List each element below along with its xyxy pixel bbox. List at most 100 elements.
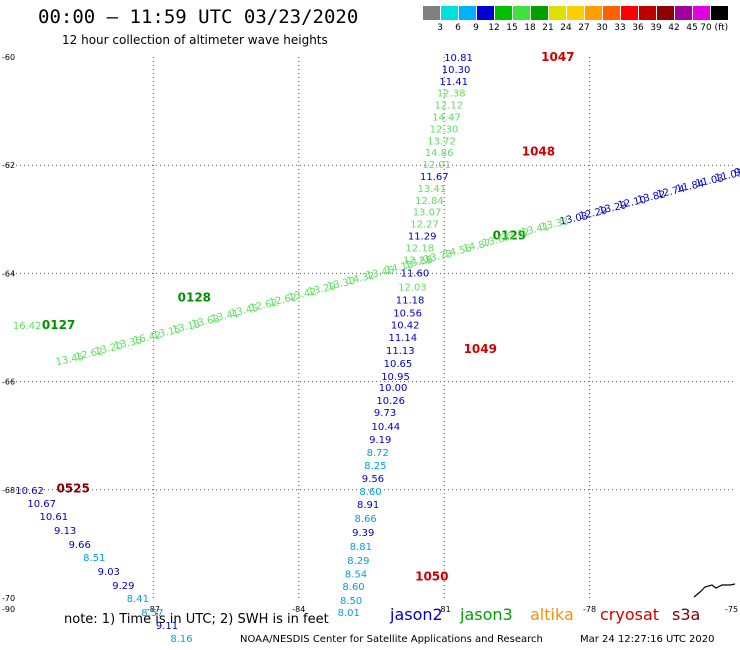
lat-tick-label: -64 xyxy=(2,269,15,278)
track-label: 8.72 xyxy=(367,448,389,459)
colorbar-swatch xyxy=(657,6,674,20)
track-point-label: 13.45 xyxy=(55,352,85,369)
track-label: 1048 xyxy=(522,145,555,159)
colorbar-swatch xyxy=(549,6,566,20)
track-label: 11.13 xyxy=(386,346,415,357)
colorbar-labels: 3 6 9 12 15 18 21 24 27 30 33 36 39 42 45 70 (ft) xyxy=(423,23,740,35)
track-label: 8.16 xyxy=(170,634,192,645)
colorbar-swatch xyxy=(585,6,602,20)
colorbar-swatch xyxy=(459,6,476,20)
lon-tick-label: -90 xyxy=(2,605,15,614)
colorbar-label: 3 xyxy=(437,23,443,33)
colorbar-label: 70 (ft) xyxy=(700,23,729,33)
colorbar-label: 18 xyxy=(524,23,536,33)
lon-tick-label: -78 xyxy=(583,605,596,614)
lon-tick-label: -75 xyxy=(725,605,738,614)
colorbar-swatch xyxy=(441,6,458,20)
track-label: 10.65 xyxy=(384,359,413,370)
track-label: 8.50 xyxy=(340,596,362,607)
track-label: 10.42 xyxy=(391,320,420,331)
track-label: 8.60 xyxy=(342,582,364,593)
track-label: 13.07 xyxy=(413,208,442,219)
lon-tick-label: -84 xyxy=(292,605,305,614)
track-label: 12.12 xyxy=(435,101,464,112)
page-title: 00:00 – 11:59 UTC 03/23/2020 xyxy=(38,6,359,28)
lon-tick-label: -81 xyxy=(438,605,451,614)
track-point-label: 9.89 xyxy=(733,164,740,179)
track-label: 10.95 xyxy=(381,372,410,383)
track-label: 8.25 xyxy=(364,461,386,472)
colorbar-swatch xyxy=(693,6,710,20)
track-label: 0128 xyxy=(178,291,211,305)
track-label: 14.86 xyxy=(425,148,454,159)
track-label: 12.01 xyxy=(422,160,451,171)
track-label: 10.56 xyxy=(393,308,422,319)
lat-tick-label: -62 xyxy=(2,161,15,170)
colorbar-swatch xyxy=(675,6,692,20)
colorbar-swatch xyxy=(513,6,530,20)
colorbar-label: 15 xyxy=(506,23,518,33)
track-label: 13.72 xyxy=(427,136,456,147)
track-label: 9.73 xyxy=(374,408,396,419)
track-label: 11.29 xyxy=(408,232,437,243)
track-label: 0129 xyxy=(493,229,526,243)
lat-tick-label: -66 xyxy=(2,378,15,387)
track-label: 10.62 xyxy=(15,486,44,497)
track-label: 10.26 xyxy=(376,396,405,407)
track-label: 1049 xyxy=(464,342,497,356)
colorbar-swatch xyxy=(639,6,656,20)
track-label: 13.41 xyxy=(418,184,447,195)
colorbar-label: 30 xyxy=(596,23,608,33)
colorbar-swatch xyxy=(477,6,494,20)
track-label: 8.91 xyxy=(357,500,379,511)
legend-cryosat: cryosat xyxy=(600,605,660,624)
track-label: 0127 xyxy=(42,318,75,332)
lat-tick-label: -68 xyxy=(2,486,15,495)
track-label: 9.19 xyxy=(369,435,391,446)
map-tick-labels: -90 -87 -84 -81 -78 -75 -60 -62 -64 -66 -68 -70 xyxy=(2,53,738,614)
colorbar-label: 36 xyxy=(632,23,644,33)
colorbar-label: 24 xyxy=(560,23,572,33)
track-label: 8.54 xyxy=(345,570,367,581)
colorbar-swatch xyxy=(711,6,728,20)
colorbar-label: 6 xyxy=(455,23,461,33)
track-label: 8.51 xyxy=(83,553,105,564)
legend-jason3: jason3 xyxy=(460,605,513,624)
track-label: 8.57 xyxy=(141,608,163,619)
track-label: 12.25 xyxy=(403,255,432,266)
track-label: 0525 xyxy=(56,482,89,496)
track-label: 9.13 xyxy=(54,526,76,537)
track-label: 10.00 xyxy=(379,383,408,394)
track-label: 9.39 xyxy=(352,528,374,539)
track-label: 8.41 xyxy=(127,594,149,605)
track-label: 11.18 xyxy=(396,295,425,306)
track-label: 9.03 xyxy=(98,567,120,578)
lat-tick-label: -70 xyxy=(2,594,15,603)
colorbar-swatch xyxy=(603,6,620,20)
track-label: 9.56 xyxy=(362,474,384,485)
track-label: 12.27 xyxy=(410,220,439,231)
track-label: 10.81 xyxy=(444,53,473,64)
track-label: 11.14 xyxy=(388,333,417,344)
track-label: 10.67 xyxy=(27,499,56,510)
track-label: 11.60 xyxy=(401,268,430,279)
track-label: 8.81 xyxy=(350,542,372,553)
track-label: 10.44 xyxy=(372,422,401,433)
colorbar-swatch xyxy=(423,6,440,20)
colorbar-swatch xyxy=(621,6,638,20)
track-label: 11.67 xyxy=(420,172,449,183)
track-label: 10.30 xyxy=(442,65,471,76)
legend-jason2: jason2 xyxy=(390,605,443,624)
colorbar-swatch xyxy=(495,6,512,20)
colorbar-swatch xyxy=(567,6,584,20)
track-label: 14.47 xyxy=(432,113,461,124)
page-subtitle: 12 hour collection of altimeter wave hei… xyxy=(62,33,328,47)
footnote: note: 1) Time is in UTC; 2) SWH is in fe… xyxy=(64,612,329,627)
colorbar-label: 33 xyxy=(614,23,626,33)
legend-s3a: s3a xyxy=(672,605,701,624)
track-label: 1047 xyxy=(541,50,574,64)
colorbar-label: 21 xyxy=(542,23,554,33)
track-labels: 10.8110.3011.4112.3812.1214.4712.3013.72… xyxy=(13,50,740,645)
track-label: 12.18 xyxy=(405,243,434,254)
